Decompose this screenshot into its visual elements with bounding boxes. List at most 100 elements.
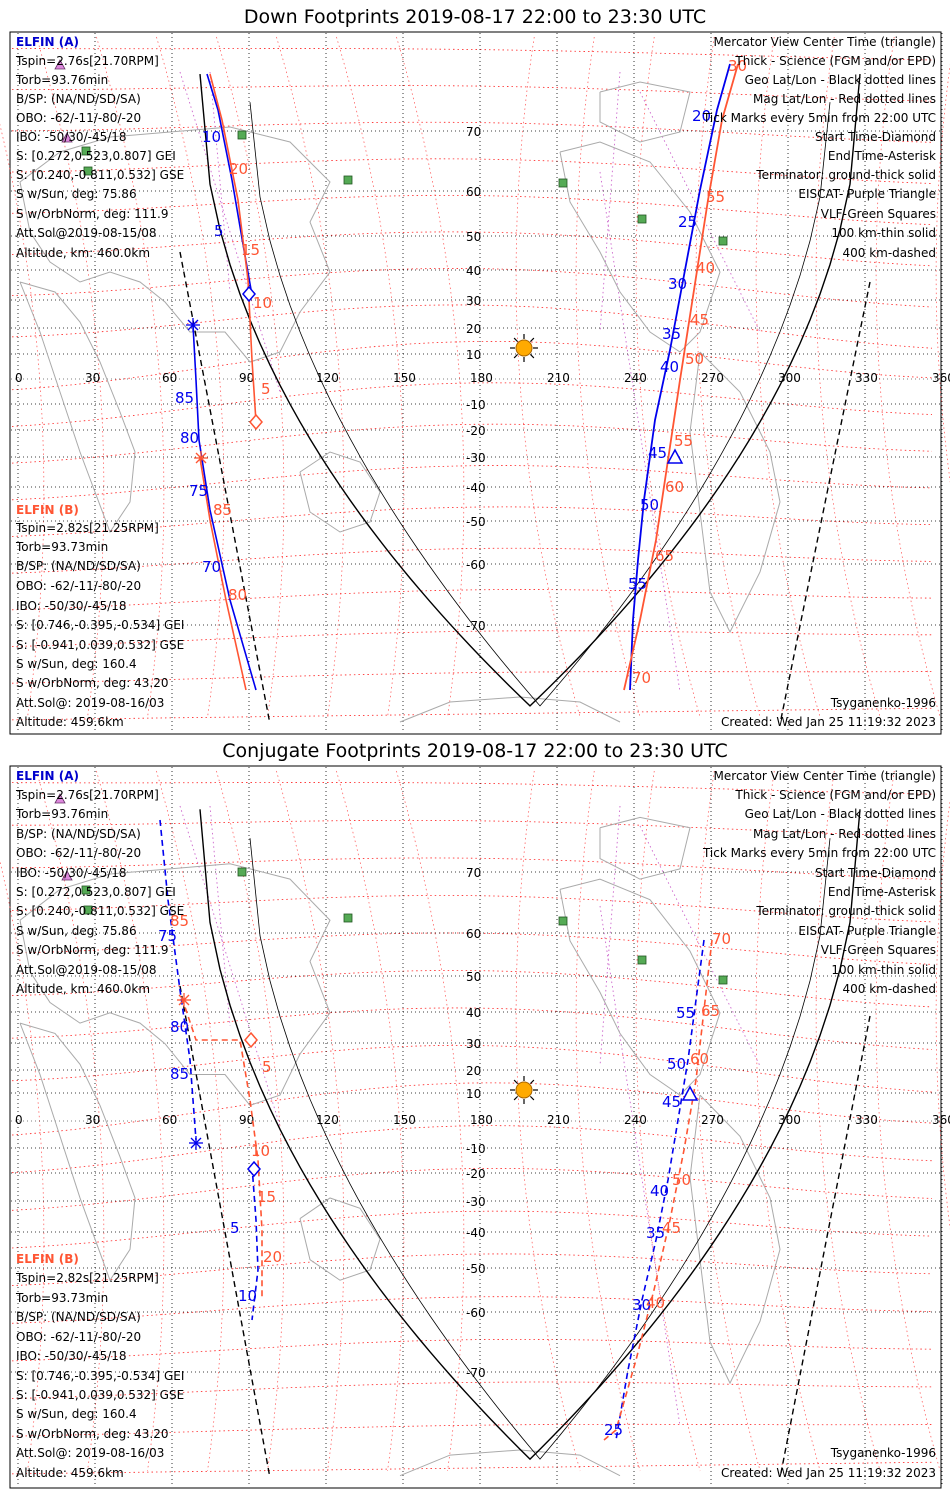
mag-lat-line <box>11 194 933 226</box>
elfin-a-time-tick: 5 <box>214 222 224 240</box>
mag-lon-line <box>515 770 581 1472</box>
elfin-b-time-tick: 65 <box>701 1002 720 1020</box>
info-line: S: [0.240,-0.811,0.532] GSE <box>16 168 184 182</box>
purple-line <box>209 71 231 293</box>
info-line: Att.Sol@2019-08-15/08 <box>16 963 157 977</box>
elfin-a-time-tick: 55 <box>628 575 647 593</box>
info-line: S w/OrbNorm, deg: 111.9 <box>16 943 168 957</box>
lon-tick-label: 60 <box>162 1113 177 1127</box>
terminator-ground <box>199 809 861 1461</box>
lon-tick-label: 120 <box>316 371 339 385</box>
lat-tick-label: -20 <box>466 424 486 438</box>
mag-lat-line <box>11 158 933 184</box>
lat-tick-label: -10 <box>466 1142 486 1156</box>
mag-lat-line <box>11 304 933 349</box>
info-line: IBO: -50/30/-45/18 <box>16 130 127 144</box>
purple-line <box>209 805 231 1027</box>
panel-title: Down Footprints 2019-08-17 22:00 to 23:3… <box>244 6 706 28</box>
terminator-ground <box>199 74 861 707</box>
elfin-b-info: Tspin=2.82s[21.25RPM] Torb=93.73min B/SP… <box>15 521 184 729</box>
elfin-b-time-tick: 50 <box>685 350 704 368</box>
lat-tick-label: 20 <box>466 322 481 336</box>
mag-lat-line <box>11 547 933 574</box>
lon-tick-label: 210 <box>547 1113 570 1127</box>
sun-marker <box>510 1076 538 1104</box>
vlf-square <box>81 885 91 895</box>
mag-lat-line <box>11 970 933 1008</box>
vlf-square <box>343 913 353 923</box>
elfin-a-time-tick: 75 <box>189 482 208 500</box>
mag-lat-line <box>11 819 933 838</box>
elfin-a-info: Tspin=2.76s[21.70RPM] Torb=93.76min B/SP… <box>15 54 184 260</box>
legend-line: Start Time-Diamond <box>815 130 936 144</box>
elfin-b-time-tick: 65 <box>655 547 674 565</box>
eiscat-triangle <box>61 132 73 143</box>
legend-line: Tick Marks every 5min from 22:00 UTC <box>702 111 936 125</box>
model-label: Tsyganenko-1996 <box>830 1446 936 1460</box>
start-diamond <box>242 285 256 303</box>
elfin-b-time-tick: 15 <box>241 241 260 259</box>
lat-tick-label: -50 <box>466 1262 486 1276</box>
center-triangle <box>666 448 684 464</box>
elfin-b-time-tick: 60 <box>665 478 684 496</box>
lon-tick-label: 330 <box>855 1113 878 1127</box>
elfin-a-time-tick: 85 <box>175 389 194 407</box>
start-diamond <box>247 1160 261 1178</box>
mag-lat-line <box>11 1338 933 1362</box>
mag-lat-line <box>11 707 933 721</box>
legend-line: EISCAT- Purple Triangle <box>798 924 936 938</box>
info-line: S: [0.240,-0.811,0.532] GSE <box>16 904 184 918</box>
coastline <box>19 126 331 363</box>
elfin-a-time-tick: 25 <box>604 1421 623 1439</box>
elfin-b-header: ELFIN (B) <box>16 503 79 517</box>
info-line: Altitude: 459.6km <box>16 715 124 729</box>
mag-lat-line <box>11 341 933 391</box>
legend-line: VLF-Green Squares <box>821 207 936 221</box>
eiscat-triangle <box>54 793 66 804</box>
elfin-a-time-tick: 30 <box>632 1296 651 1314</box>
mag-lat-line <box>11 1125 933 1174</box>
vlf-square <box>237 867 247 877</box>
mag-lat-line <box>11 1423 933 1437</box>
elfin-b-track <box>199 457 247 691</box>
coastline <box>689 351 781 634</box>
mag-lon-line <box>96 36 165 718</box>
lon-tick-label: 270 <box>701 371 724 385</box>
info-line: IBO: -50/30/-45/18 <box>16 866 127 880</box>
start-diamond <box>249 413 263 431</box>
legend-line: Mercator View Center Time (triangle) <box>714 769 936 783</box>
coastline <box>559 141 721 353</box>
coastline <box>599 81 691 143</box>
sun-ray <box>513 1079 519 1085</box>
vlf-square <box>637 955 647 965</box>
elfin-b-time-tick: 10 <box>253 294 272 312</box>
elfin-a-time-tick: 45 <box>662 1093 681 1111</box>
eiscat-triangle <box>54 59 66 70</box>
asterisk-stroke <box>178 994 190 1006</box>
elfin-b-time-tick: 55 <box>706 188 725 206</box>
start-diamond <box>244 1031 258 1049</box>
elfin-b-time-tick: 40 <box>646 1294 665 1312</box>
elfin-b-time-tick: 45 <box>690 311 709 329</box>
info-line: S w/Sun, deg: 160.4 <box>16 1407 137 1421</box>
vlf-square <box>83 166 93 176</box>
lat-tick-label: -70 <box>466 619 486 633</box>
mag-lat-line <box>11 671 933 684</box>
geo-grid <box>11 767 943 1487</box>
elfin-b-info: Tspin=2.82s[21.25RPM] Torb=93.73min B/SP… <box>15 1271 184 1480</box>
purple-line <box>599 71 621 333</box>
elfin-a-time-tick: 50 <box>667 1055 686 1073</box>
elfin-a-track <box>159 819 197 1141</box>
mag-lon-line <box>575 770 641 1472</box>
sun-ray <box>529 1079 535 1085</box>
mag-lat-line <box>11 932 933 965</box>
mag-lon-line <box>396 36 465 718</box>
info-line: S: [0.272,0.523,0.807] GEI <box>16 885 176 899</box>
asterisk-stroke <box>190 1137 202 1149</box>
lon-tick-label: 90 <box>239 1113 254 1127</box>
lon-tick-label: 210 <box>547 371 570 385</box>
lon-tick-label: 90 <box>239 371 254 385</box>
elfin-a-time-tick: 30 <box>668 275 687 293</box>
coastline <box>559 878 721 1096</box>
